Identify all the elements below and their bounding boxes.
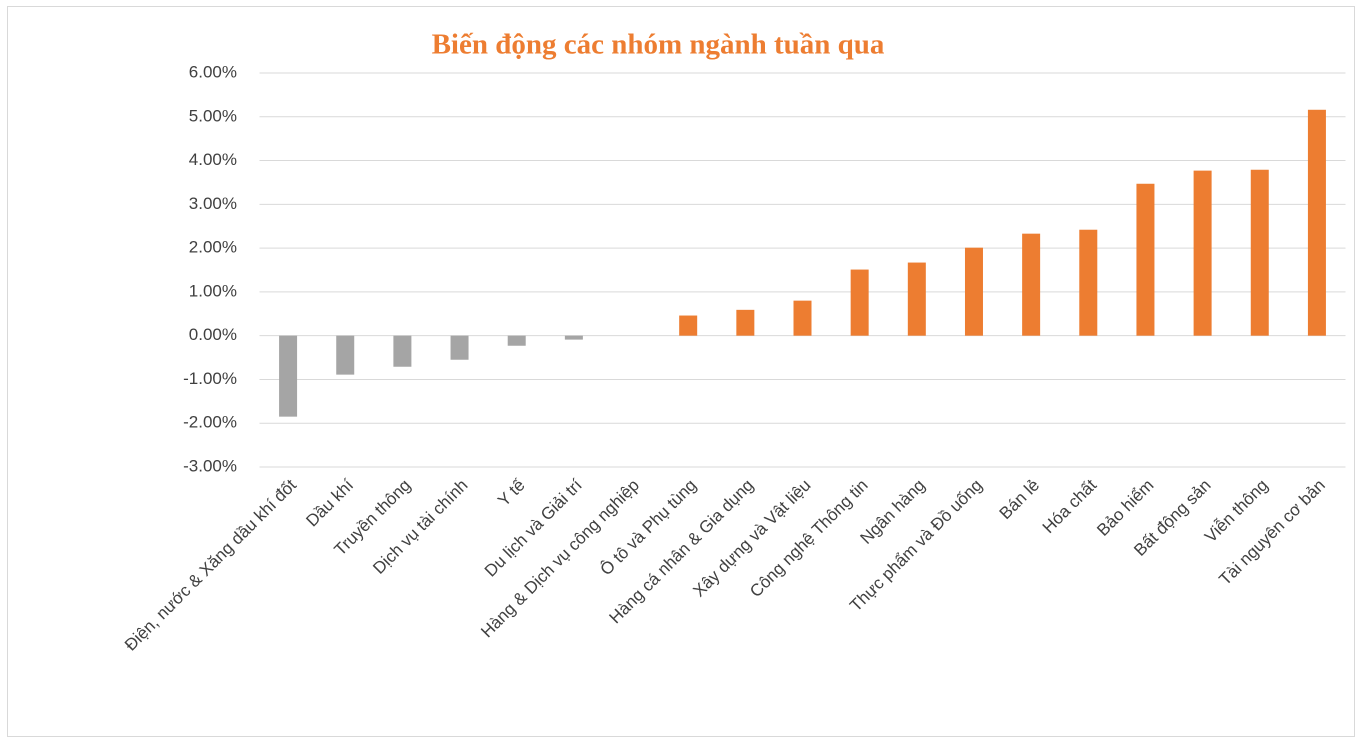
- bar: [450, 335, 469, 360]
- y-tick-label: 5.00%: [189, 106, 237, 125]
- bar: [1250, 169, 1269, 336]
- bar: [907, 262, 926, 336]
- bar: [1079, 229, 1098, 336]
- bar: [564, 335, 583, 340]
- y-tick-label: 4.00%: [189, 150, 237, 169]
- bar: [964, 247, 983, 336]
- bar: [1136, 183, 1155, 336]
- bar: [793, 300, 812, 336]
- bar: [679, 315, 698, 336]
- bar: [850, 269, 869, 336]
- y-tick-label: -3.00%: [183, 456, 237, 475]
- chart-title: Biến động các nhóm ngành tuần qua: [432, 29, 885, 61]
- y-tick-label: 6.00%: [189, 62, 237, 81]
- bar: [1193, 170, 1212, 336]
- bar: [1022, 233, 1041, 336]
- y-tick-label: 1.00%: [189, 281, 237, 300]
- bar: [1307, 109, 1326, 336]
- bar: [507, 335, 526, 346]
- bar: [279, 335, 298, 417]
- bar: [393, 335, 412, 367]
- y-tick-label: 3.00%: [189, 194, 237, 213]
- y-tick-label: -1.00%: [183, 369, 237, 388]
- bar: [736, 309, 755, 336]
- y-tick-label: 2.00%: [189, 238, 237, 257]
- y-tick-label: 0.00%: [189, 325, 237, 344]
- y-tick-label: -2.00%: [183, 413, 237, 432]
- chart-frame: [7, 6, 1355, 737]
- bar: [336, 335, 355, 375]
